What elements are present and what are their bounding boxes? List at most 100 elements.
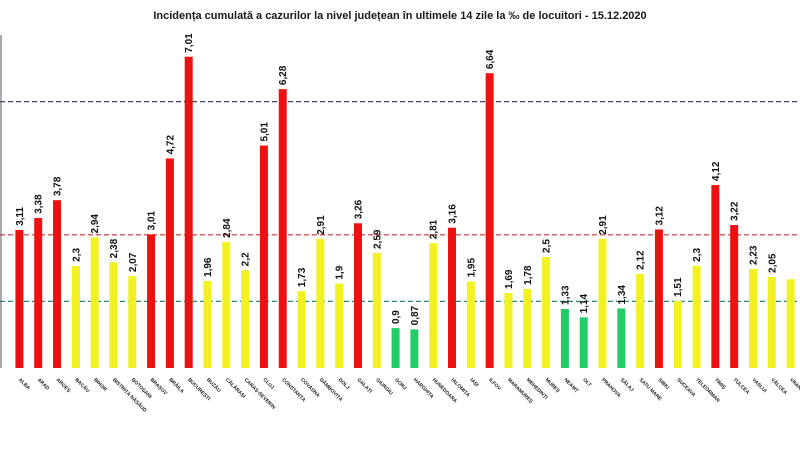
bar-28: [542, 257, 551, 368]
value-label-33: 2,12: [636, 250, 647, 270]
value-label-16: 2,91: [316, 215, 327, 235]
category-label-28: MUREȘ: [544, 377, 561, 394]
value-label-0: 3,11: [15, 207, 26, 226]
bar-16: [316, 238, 325, 368]
category-labels-group: ALBA ARAD ARGEȘ BACĂU BIHOR BISTRIȚA NĂSĂUDBO…: [17, 376, 800, 414]
bars-group: [15, 56, 795, 369]
value-label-39: 2,23: [748, 245, 759, 265]
bar-32: [617, 308, 626, 368]
value-label-32: 1,34: [617, 285, 628, 305]
bar-40: [767, 276, 776, 368]
bar-30: [579, 317, 588, 368]
category-label-0: ALBA: [17, 377, 31, 391]
category-label-37: TIMIȘ: [713, 377, 727, 391]
category-label-35: SUCEAVA: [675, 377, 696, 398]
bar-7: [147, 234, 156, 368]
bar-27: [523, 288, 532, 368]
value-label-11: 2,84: [222, 218, 233, 238]
value-label-12: 2,2: [241, 252, 252, 266]
value-label-19: 2,59: [372, 229, 383, 249]
category-label-41: VRANCEA: [788, 377, 800, 399]
value-label-14: 6,28: [278, 65, 289, 85]
value-label-8: 4,72: [165, 135, 176, 155]
category-label-5: BISTRIȚA NĂSĂUD: [111, 376, 149, 414]
bar-15: [297, 291, 306, 368]
bar-2: [53, 200, 62, 368]
category-label-30: OLT: [581, 377, 592, 388]
value-label-25: 6,64: [485, 49, 496, 69]
value-label-35: 1,51: [673, 277, 684, 297]
bar-39: [748, 268, 757, 368]
value-label-5: 2,38: [109, 238, 120, 258]
value-label-31: 2,91: [598, 215, 609, 235]
category-label-1: ARAD: [36, 377, 51, 392]
value-label-21: 0,87: [410, 305, 421, 325]
category-label-38: TULCEA: [732, 377, 751, 396]
bar-23: [448, 227, 457, 368]
category-label-29: NEAMȚ: [562, 377, 579, 394]
value-label-6: 2,07: [128, 252, 139, 272]
chart-title: Incidența cumulată a cazurilor la nivel …: [153, 10, 647, 22]
value-label-4: 2,94: [90, 214, 101, 234]
bar-14: [278, 89, 287, 368]
value-labels-group: 3,11 3,38 3,78 2,3 2,94 2,38 2,07 3,01 4,72 7,01 1…: [15, 33, 778, 326]
bar-37: [711, 185, 720, 368]
value-label-38: 3,22: [730, 201, 741, 221]
bar-17: [335, 283, 344, 368]
value-label-28: 2,5: [542, 239, 553, 253]
bar-5: [109, 262, 118, 368]
value-label-17: 1,9: [335, 265, 346, 279]
value-label-10: 1,96: [203, 257, 214, 277]
bar-26: [504, 292, 513, 368]
bar-1: [34, 217, 43, 368]
value-label-20: 0,9: [391, 310, 402, 324]
bar-6: [128, 276, 137, 368]
bar-36: [692, 265, 701, 368]
bar-20: [391, 328, 400, 368]
value-label-22: 2,81: [429, 219, 440, 239]
value-label-23: 3,16: [448, 204, 459, 224]
bar-12: [241, 270, 250, 368]
category-label-24: IAȘI: [468, 377, 480, 389]
value-label-34: 3,12: [654, 206, 665, 226]
bar-9: [184, 56, 193, 368]
category-label-13: CLUJ: [262, 377, 276, 391]
category-label-40: VÂLCEA: [769, 376, 789, 396]
value-label-26: 1,69: [504, 269, 515, 289]
category-label-19: GIURGIU: [374, 377, 394, 397]
category-label-32: SĂLAJ: [619, 376, 636, 393]
reference-lines: [0, 35, 800, 368]
value-label-27: 1,78: [523, 265, 534, 285]
bar-24: [466, 281, 475, 368]
bar-34: [654, 229, 663, 368]
bar-22: [429, 243, 438, 368]
bar-19: [372, 253, 381, 368]
value-label-1: 3,38: [34, 194, 45, 214]
bar-31: [598, 238, 607, 368]
category-label-3: BACĂU: [73, 376, 91, 394]
bar-10: [203, 280, 212, 368]
bar-38: [730, 225, 739, 368]
bar-4: [90, 237, 99, 368]
value-label-29: 1,33: [560, 285, 571, 305]
value-label-18: 3,26: [353, 199, 364, 219]
category-label-17: DOLJ: [337, 377, 351, 391]
bar-13: [259, 145, 268, 368]
bar-11: [222, 241, 231, 368]
category-label-39: VASLUI: [751, 377, 768, 394]
value-label-2: 3,78: [53, 176, 64, 196]
value-label-15: 1,73: [297, 267, 308, 287]
value-label-40: 2,05: [767, 253, 778, 273]
bar-0: [15, 229, 24, 368]
bar-3: [71, 265, 80, 368]
bar-35: [673, 300, 682, 368]
value-label-13: 5,01: [259, 122, 270, 142]
bar-41: [786, 279, 795, 368]
bar-33: [636, 273, 645, 368]
category-label-2: ARGEȘ: [55, 377, 72, 394]
value-label-7: 3,01: [147, 210, 158, 230]
category-label-18: GALAȚI: [356, 377, 374, 395]
bar-29: [560, 308, 569, 368]
bar-18: [353, 223, 362, 368]
